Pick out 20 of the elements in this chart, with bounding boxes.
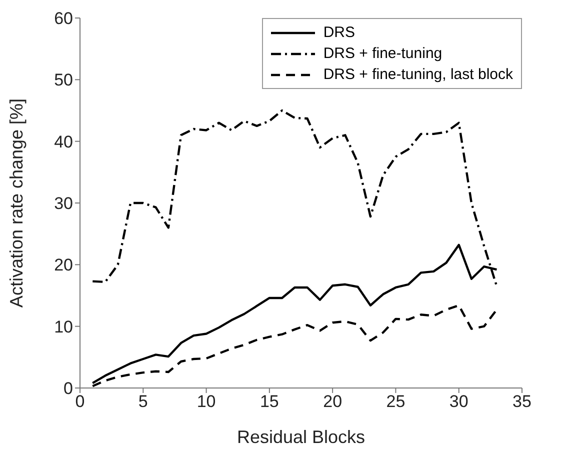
x-axis-title: Residual Blocks bbox=[236, 427, 366, 447]
x-tick-label: 15 bbox=[260, 392, 279, 412]
x-tick-label: 10 bbox=[196, 392, 216, 412]
y-tick-label: 30 bbox=[54, 194, 73, 214]
x-tick-label: 35 bbox=[512, 392, 532, 412]
y-tick-label: 10 bbox=[54, 317, 73, 336]
legend-label: DRS + fine-tuning bbox=[323, 45, 442, 62]
x-tick-label: 0 bbox=[75, 392, 85, 412]
y-axis-title: Activation rate change [%] bbox=[6, 98, 26, 308]
y-tick-label: 50 bbox=[54, 70, 73, 90]
x-tick-label: 25 bbox=[386, 392, 406, 412]
x-tick-label: 30 bbox=[449, 392, 468, 412]
legend-label: DRS + fine-tuning, last block bbox=[323, 66, 513, 83]
x-tick-label: 5 bbox=[138, 392, 148, 412]
y-tick-label: 60 bbox=[54, 9, 73, 28]
y-tick-label: 20 bbox=[54, 256, 73, 275]
y-tick-label: 0 bbox=[64, 379, 73, 398]
x-tick-label: 20 bbox=[323, 392, 342, 412]
y-tick-label: 40 bbox=[54, 132, 73, 152]
legend-label: DRS bbox=[323, 24, 355, 41]
